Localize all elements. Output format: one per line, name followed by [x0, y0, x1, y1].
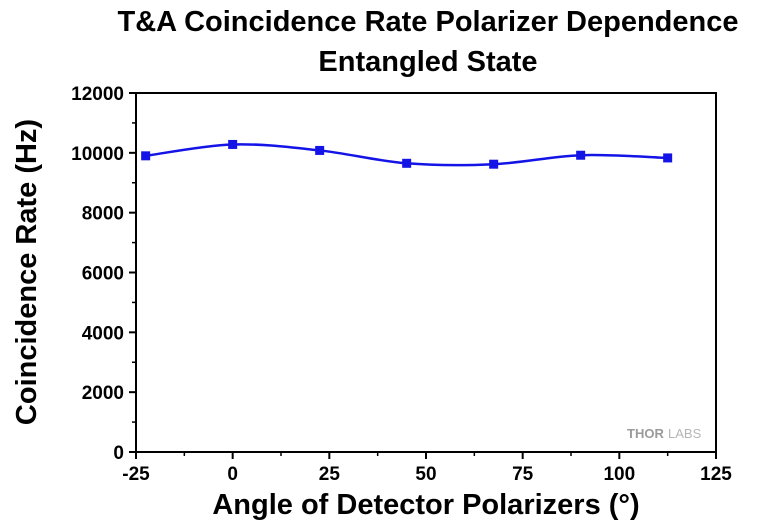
- y-tick-label: 2000: [82, 383, 124, 404]
- plot-frame: [135, 92, 717, 453]
- y-tick-label: 8000: [82, 204, 124, 225]
- x-axis-title: Angle of Detector Polarizers (°): [212, 489, 639, 521]
- x-tick-label: 0: [227, 464, 238, 485]
- x-tick-label: 50: [415, 464, 436, 485]
- data-point-marker: [489, 159, 499, 169]
- x-tick-label: 125: [700, 464, 732, 485]
- x-tick-label: 100: [603, 464, 635, 485]
- x-tick-label: -25: [122, 464, 150, 485]
- y-axis-ticks: [129, 92, 136, 453]
- data-point-marker: [576, 150, 586, 160]
- watermark-brand-left: THOR: [627, 426, 664, 441]
- x-axis-tick-labels: -25 0 25 50 75 100 125: [122, 464, 732, 485]
- watermark-brand-right: LABS: [668, 426, 702, 441]
- y-tick-label: 0: [113, 443, 124, 464]
- y-axis-tick-labels: 0 2000 4000 6000 8000 10000 12000: [71, 84, 124, 464]
- y-tick-label: 12000: [71, 84, 124, 105]
- y-axis-title: Coincidence Rate (Hz): [11, 119, 43, 425]
- chart-subtitle: Entangled State: [318, 46, 537, 78]
- data-point-marker: [402, 158, 412, 168]
- x-tick-label: 25: [319, 464, 341, 485]
- data-point-marker: [315, 145, 325, 155]
- y-tick-label: 6000: [82, 264, 124, 285]
- data-point-marker: [663, 153, 673, 163]
- y-tick-label: 10000: [71, 144, 124, 165]
- series-markers: [141, 139, 673, 169]
- x-axis-ticks: [135, 452, 717, 459]
- data-point-marker: [141, 151, 151, 161]
- x-tick-label: 75: [512, 464, 534, 485]
- thorlabs-watermark: THOR LABS: [627, 426, 702, 441]
- data-point-marker: [228, 139, 238, 149]
- y-tick-label: 4000: [82, 323, 124, 344]
- chart-title: T&A Coincidence Rate Polarizer Dependenc…: [118, 6, 739, 38]
